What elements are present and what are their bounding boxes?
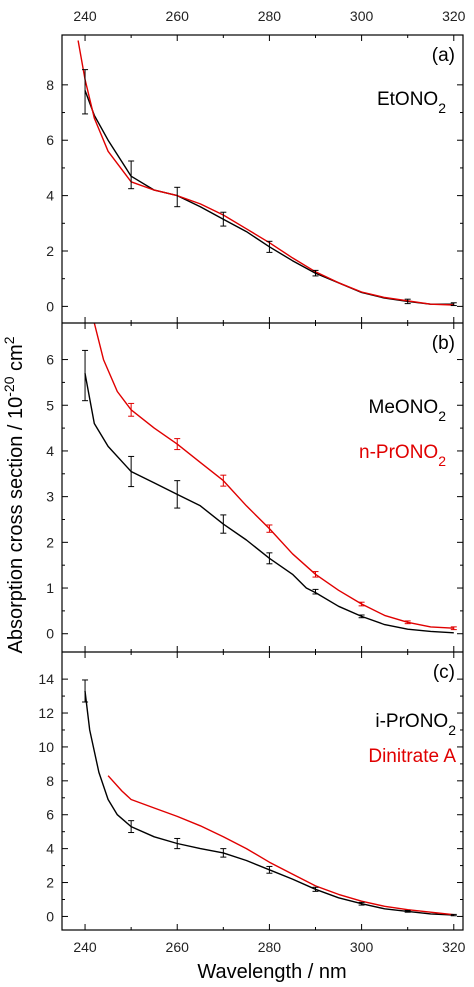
panel-letter: (c)	[433, 662, 455, 683]
x-tick-label-top: 240	[73, 8, 97, 24]
error-bar	[312, 269, 319, 277]
panel-letter: (b)	[432, 333, 455, 354]
error-bar	[220, 848, 227, 858]
compound-label-2: Dinitrate A	[368, 746, 456, 767]
error-bar	[128, 820, 135, 834]
y-tick-label: 10	[38, 739, 54, 755]
error-bar	[82, 349, 89, 402]
y-tick-label: 1	[46, 580, 54, 596]
y-tick-label: 4	[46, 188, 54, 204]
x-tick-label-top: 260	[166, 8, 190, 24]
error-bar	[128, 402, 135, 417]
error-bar	[82, 679, 89, 703]
x-axis-label: Wavelength / nm	[197, 961, 346, 983]
y-tick-label: 2	[46, 534, 54, 550]
error-bar	[312, 571, 319, 578]
error-bar	[174, 438, 181, 451]
compound-label-subscript: 2	[448, 722, 456, 738]
series-line-2	[77, 40, 454, 306]
frame-layer: 240 240 260 260 280 280 300 300 320 320	[61, 8, 466, 955]
compound-label-1: MeONO2	[369, 397, 447, 424]
error-bar	[266, 240, 273, 253]
error-bar	[266, 865, 273, 874]
error-bar	[128, 160, 135, 190]
error-bar	[404, 910, 411, 913]
error-bar	[128, 455, 135, 488]
compound-label-subscript: 2	[438, 408, 446, 424]
error-bar	[450, 913, 457, 917]
error-bar	[174, 186, 181, 208]
compound-label-2: n-PrONO2	[359, 442, 446, 469]
y-axis-label-exponent: -20	[1, 376, 17, 396]
y-tick-label: 0	[46, 626, 54, 642]
x-tick-label-top: 320	[442, 8, 466, 24]
y-tick-label: 5	[46, 397, 54, 413]
error-bar	[312, 886, 319, 892]
y-tick-label: 2	[46, 875, 54, 891]
panel-letter: (a)	[432, 45, 455, 66]
y-axis-label-unit: cm	[5, 344, 27, 376]
y-tick-label: 12	[38, 705, 54, 721]
error-bar	[174, 480, 181, 509]
y-tick-label: 8	[46, 77, 54, 93]
x-tick-label-top: 300	[350, 8, 374, 24]
y-tick-label: 2	[46, 243, 54, 259]
x-tick-label-bottom: 280	[258, 939, 282, 955]
plot-frame	[61, 34, 464, 931]
error-bar	[358, 901, 365, 906]
x-tick-label-bottom: 260	[166, 939, 190, 955]
y-tick-label: 0	[46, 908, 54, 924]
compound-label-1: EtONO2	[377, 89, 446, 116]
y-tick-label: 6	[46, 352, 54, 368]
error-bar	[404, 298, 411, 305]
y-axis-label-main: Absorption cross section / 10	[5, 397, 27, 654]
y-tick-label: 3	[46, 489, 54, 505]
compound-label-base: i-PrONO	[375, 711, 448, 732]
x-tick-label-bottom: 240	[73, 939, 97, 955]
series-line-2	[107, 775, 454, 916]
compound-label-subscript: 2	[438, 100, 446, 116]
error-bar	[450, 626, 457, 631]
y-axis-label-unit-exponent: 2	[1, 336, 17, 344]
y-tick-label: 6	[46, 807, 54, 823]
compound-label-base: Dinitrate A	[368, 746, 456, 767]
y-tick-label: 0	[46, 298, 54, 314]
y-tick-label: 14	[38, 671, 54, 687]
error-bar	[358, 601, 365, 607]
error-bar	[450, 302, 457, 307]
error-bar	[220, 211, 227, 227]
error-bar	[174, 837, 181, 850]
series-line-1	[84, 90, 454, 305]
y-tick-label: 6	[46, 132, 54, 148]
error-bar	[266, 552, 273, 565]
y-tick-label: 4	[46, 841, 54, 857]
x-tick-label-top: 280	[258, 8, 282, 24]
compound-label-base: EtONO	[377, 89, 438, 110]
panels-layer: 02468(a)EtONO20123456(b)MeONO2n-PrONO202…	[38, 35, 463, 930]
error-bar	[82, 69, 89, 115]
error-bar	[266, 524, 273, 533]
compound-label-base: n-PrONO	[359, 442, 438, 463]
y-axis-label: Absorption cross section / 10-20 cm2	[1, 336, 27, 653]
error-bar	[220, 474, 227, 487]
y-tick-label: 4	[46, 443, 54, 459]
compound-label-subscript: 2	[438, 453, 446, 469]
y-tick-label: 8	[46, 773, 54, 789]
x-tick-label-bottom: 320	[442, 939, 466, 955]
compound-label-base: MeONO	[369, 397, 439, 418]
error-bar	[220, 514, 227, 534]
series-line-1	[84, 690, 454, 916]
x-tick-label-bottom: 300	[350, 939, 374, 955]
compound-label-1: i-PrONO2	[375, 711, 456, 738]
error-bar	[358, 614, 365, 619]
error-bar	[404, 620, 411, 625]
series-line-2	[93, 323, 454, 629]
error-bar	[312, 588, 319, 595]
